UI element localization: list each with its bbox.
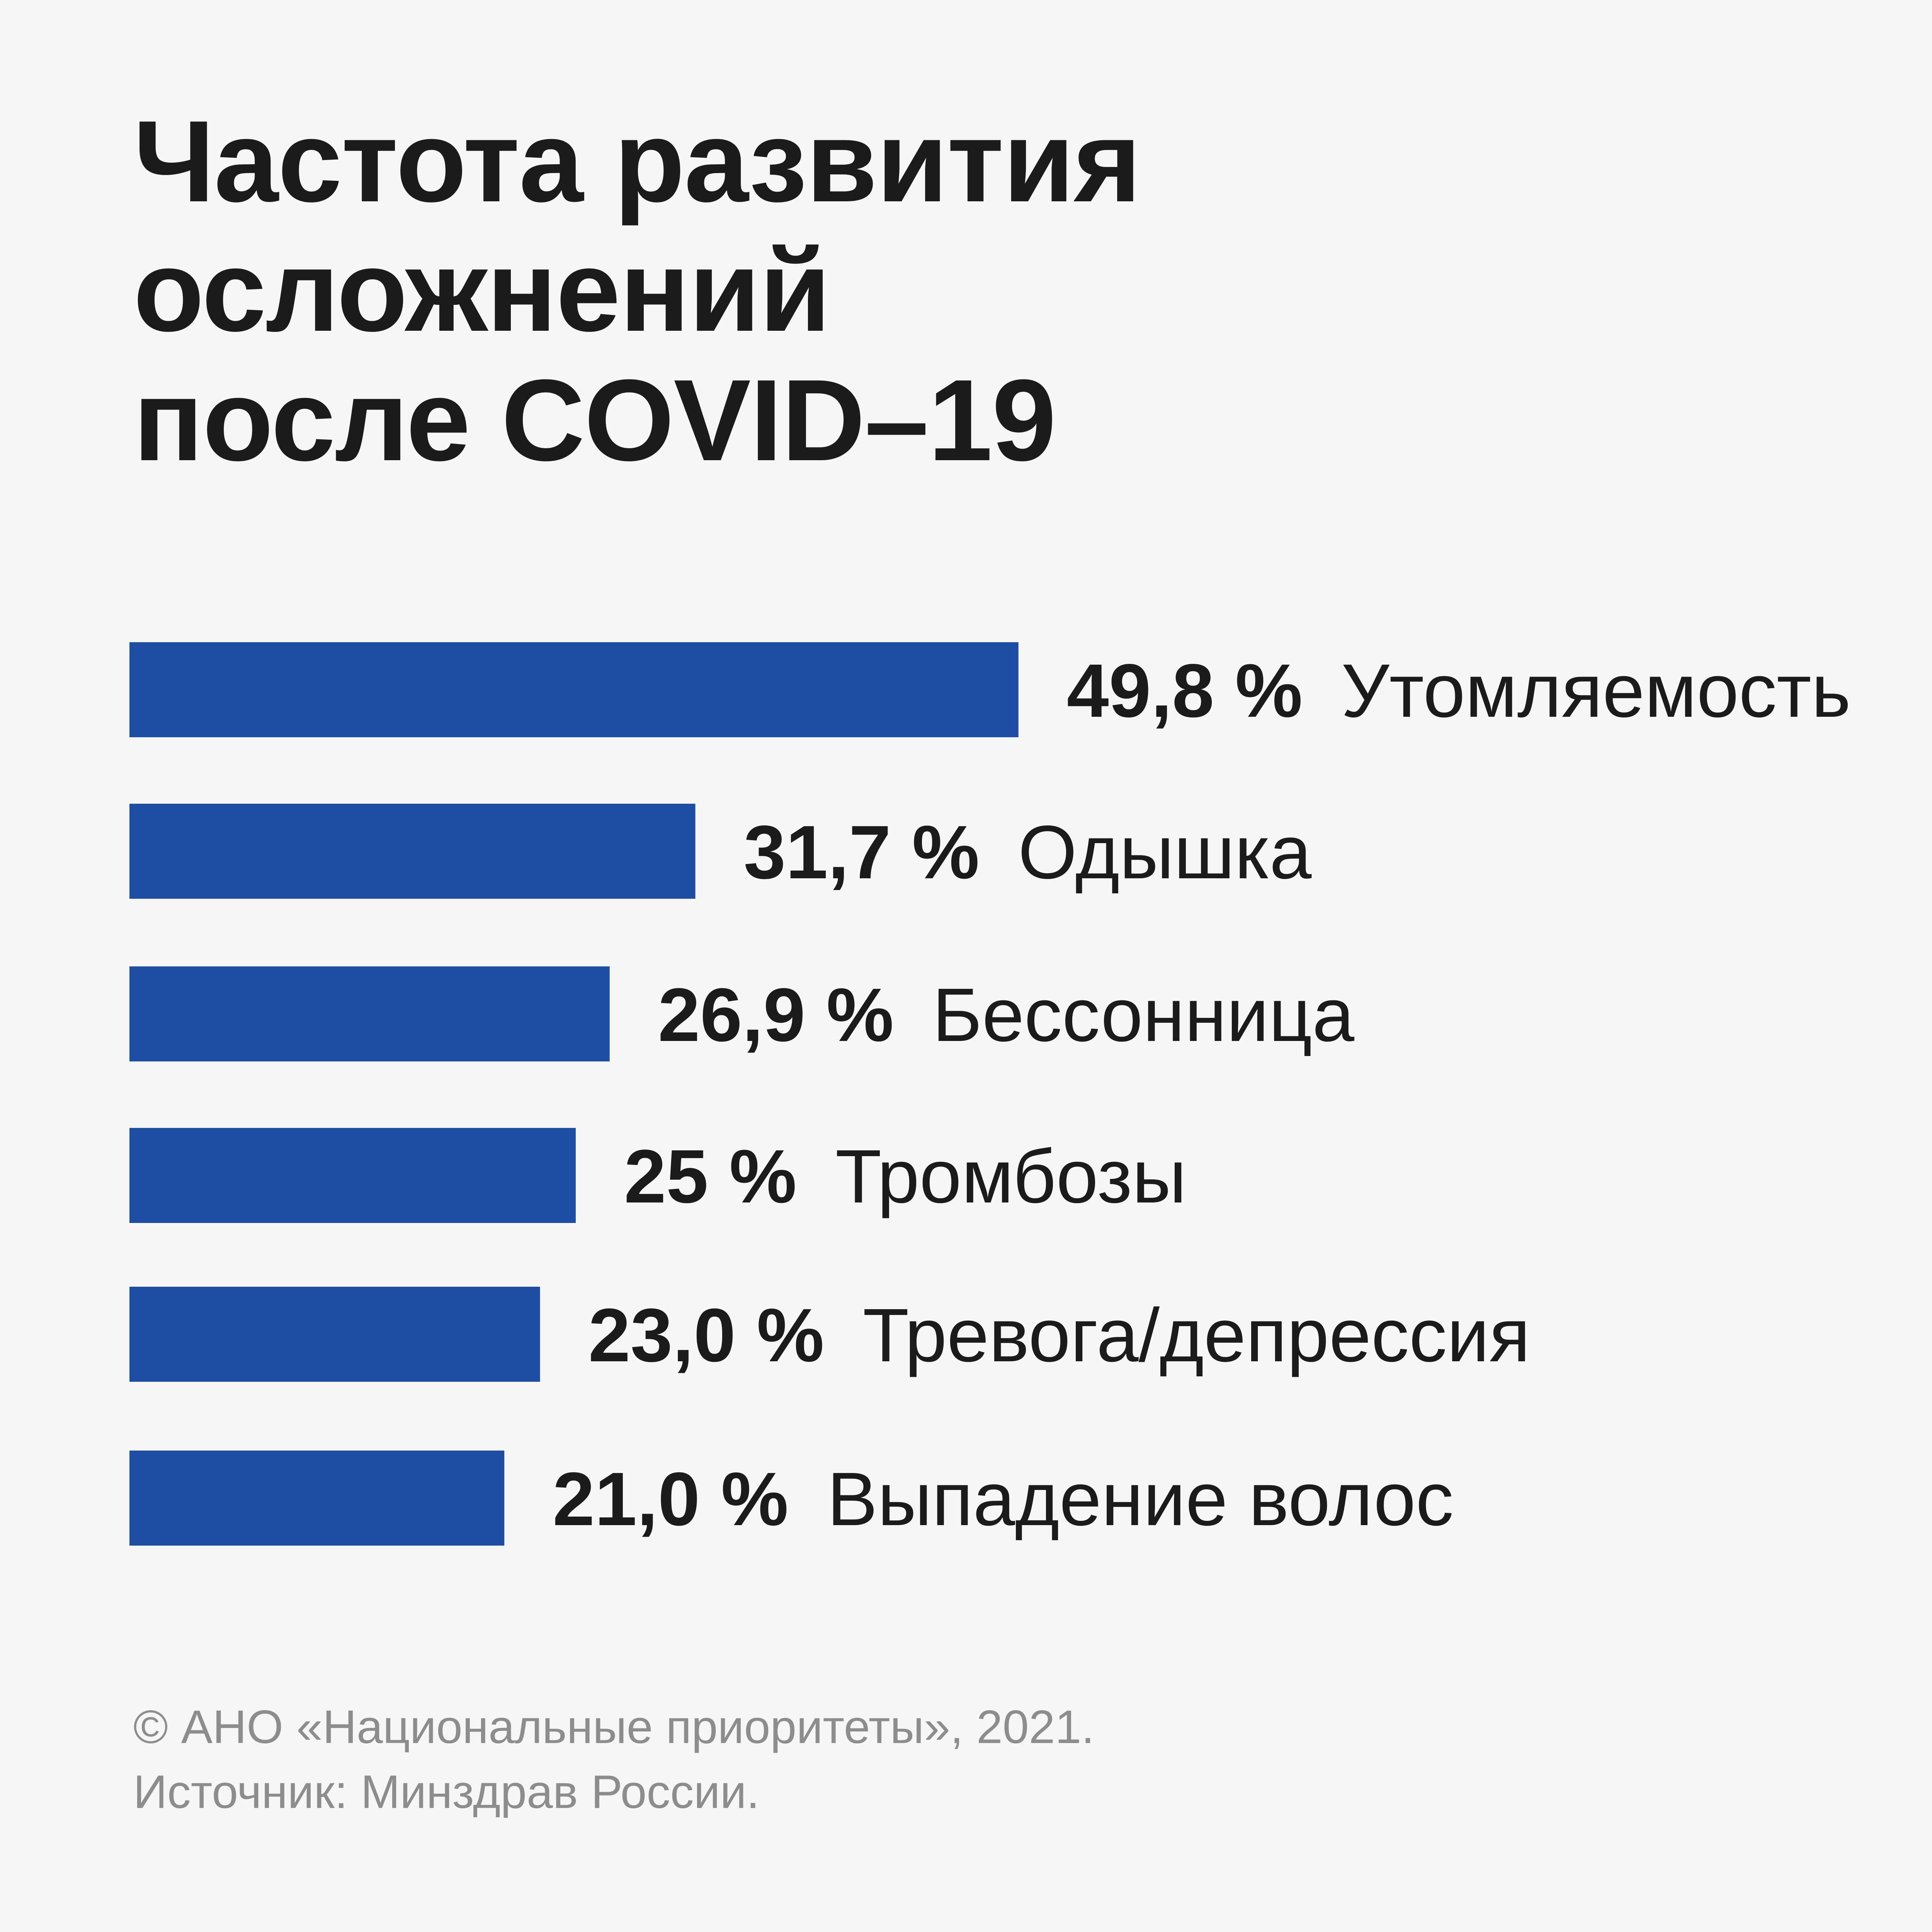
bar-1 (129, 642, 1019, 737)
value-label: 26,9 % (658, 973, 894, 1057)
bar-5 (129, 1287, 540, 1382)
bar-3 (129, 966, 610, 1061)
bar-label-4: 25 % Тромбозы (624, 1134, 1187, 1219)
category-label: Бессонница (932, 973, 1354, 1057)
copyright-text: © АНО «Национальные приоритеты», 2021. (133, 1701, 1095, 1753)
title-line-1: Частота развития (133, 96, 1141, 226)
bar-label-5: 23,0 % Тревога/депрессия (588, 1293, 1531, 1378)
value-label: 25 % (624, 1134, 797, 1219)
chart-title: Частота развития осложнений после COVID–… (133, 96, 1141, 485)
category-label: Одышка (1018, 810, 1312, 895)
category-label: Утомляемость (1341, 648, 1851, 733)
bar-6 (129, 1451, 505, 1546)
value-label: 23,0 % (588, 1293, 824, 1378)
bar-label-3: 26,9 % Бессонница (658, 973, 1354, 1057)
bar-label-2: 31,7 % Одышка (744, 810, 1312, 895)
bar-label-1: 49,8 % Утомляемость (1067, 648, 1851, 733)
value-label: 49,8 % (1067, 648, 1303, 733)
value-label: 31,7 % (744, 810, 980, 895)
bar-2 (129, 804, 696, 899)
source-text: Источник: Минздрав России. (133, 1765, 760, 1818)
bar-label-6: 21,0 % Выпадение волос (553, 1457, 1454, 1541)
bar-4 (129, 1128, 576, 1223)
category-label: Тромбозы (835, 1134, 1187, 1219)
value-label: 21,0 % (553, 1457, 788, 1541)
footer: © АНО «Национальные приоритеты», 2021. И… (133, 1694, 1094, 1824)
bar-chart: 49,8 % Утомляемость 31,7 % Одышка 26,9 % Бесс… (129, 642, 1851, 1546)
title-line-2: осложнений (133, 226, 831, 355)
title-line-3: после COVID–19 (133, 355, 1056, 485)
category-label: Выпадение волос (827, 1457, 1454, 1541)
category-label: Тревога/депрессия (863, 1293, 1530, 1378)
